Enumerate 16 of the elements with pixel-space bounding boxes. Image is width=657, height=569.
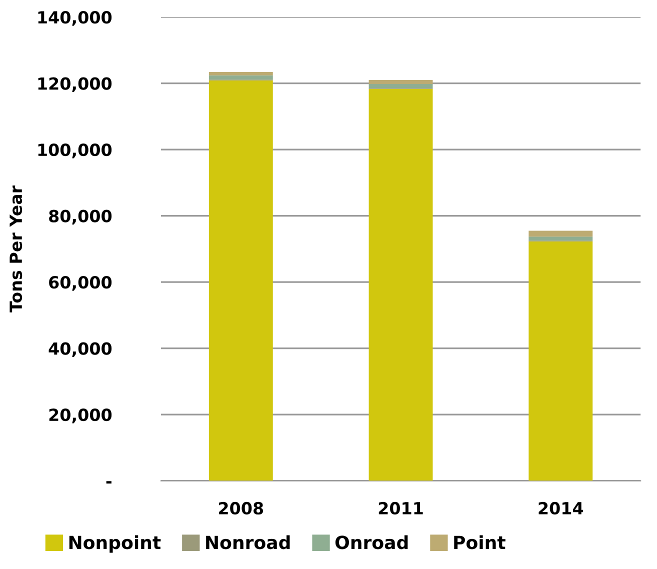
y-tick-label: 20,000 [49, 408, 112, 424]
x-tick-label: 2014 [538, 502, 584, 515]
legend-label: Nonroad [206, 535, 290, 550]
y-tick-label: 40,000 [48, 342, 112, 358]
legend-label: Nonpoint [69, 535, 161, 553]
x-tick-label: 2008 [219, 502, 264, 515]
y-tick-label: - [106, 481, 112, 484]
y-tick-label: 60,000 [49, 276, 112, 291]
x-tick-label: 2011 [378, 502, 423, 515]
y-tick-label: 80,000 [49, 210, 112, 225]
y-tick-label: 100,000 [38, 144, 112, 158]
y-tick-label: 140,000 [38, 11, 112, 26]
y-axis-title: Tons Per Year [10, 185, 22, 312]
y-tick-label: 120,000 [38, 77, 112, 92]
legend-label: Point [454, 535, 506, 550]
legend-label: Onroad [335, 535, 408, 550]
